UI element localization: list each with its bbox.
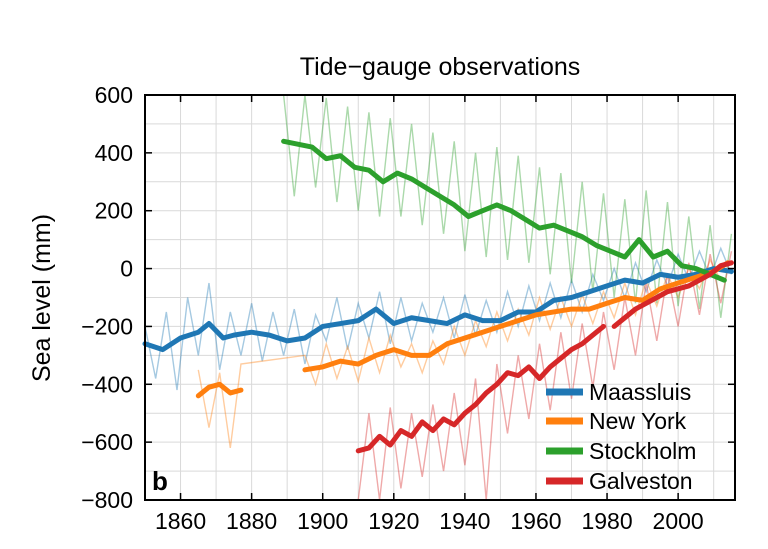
y-tick-label: 600 (95, 82, 133, 108)
series-line-galveston (355, 323, 606, 454)
series-annual-maassluis (144, 246, 733, 391)
series-line-new-york (195, 381, 244, 399)
y-tick-label: 400 (95, 140, 133, 166)
series-annual-new-york (197, 258, 722, 449)
legend: Maassluis New York Stockholm Galveston (546, 379, 696, 494)
x-tick-label: 1940 (439, 508, 490, 534)
series-line-stockholm (281, 138, 727, 283)
legend-label-maassluis: Maassluis (589, 379, 691, 405)
panel-letter: b (152, 466, 168, 496)
legend-label-stockholm: Stockholm (589, 438, 696, 464)
x-tick-label: 1880 (226, 508, 277, 534)
y-tick-label: −600 (81, 429, 133, 455)
x-tick-label: 1900 (297, 508, 348, 534)
x-tick-label: 1860 (155, 508, 206, 534)
y-tick-label: 0 (120, 256, 133, 282)
legend-label-new-york: New York (589, 408, 687, 434)
axis-ticks: 1860 1880 1900 1920 1940 1960 1980 200060040020… (81, 82, 735, 534)
series-line-galveston (611, 260, 734, 329)
chart-title: Tide−gauge observations (300, 53, 581, 81)
x-tick-label: 2000 (653, 508, 704, 534)
series-annual-galveston (357, 251, 733, 501)
series-line-new-york (302, 260, 731, 373)
x-tick-label: 1960 (510, 508, 561, 534)
y-tick-label: −400 (81, 371, 133, 397)
annual-data-layer (144, 94, 733, 501)
y-tick-label: −200 (81, 313, 133, 339)
y-axis-label: Sea level (mm) (28, 214, 56, 382)
plot-frame (144, 94, 736, 501)
series-annual-stockholm (282, 94, 733, 318)
legend-label-galveston: Galveston (589, 468, 693, 494)
x-tick-label: 1980 (581, 508, 632, 534)
smoothed-lines-layer (142, 138, 734, 454)
x-tick-label: 1920 (368, 508, 419, 534)
y-tick-label: −800 (81, 487, 133, 513)
series-line-maassluis (142, 266, 734, 353)
y-tick-label: 200 (95, 198, 133, 224)
